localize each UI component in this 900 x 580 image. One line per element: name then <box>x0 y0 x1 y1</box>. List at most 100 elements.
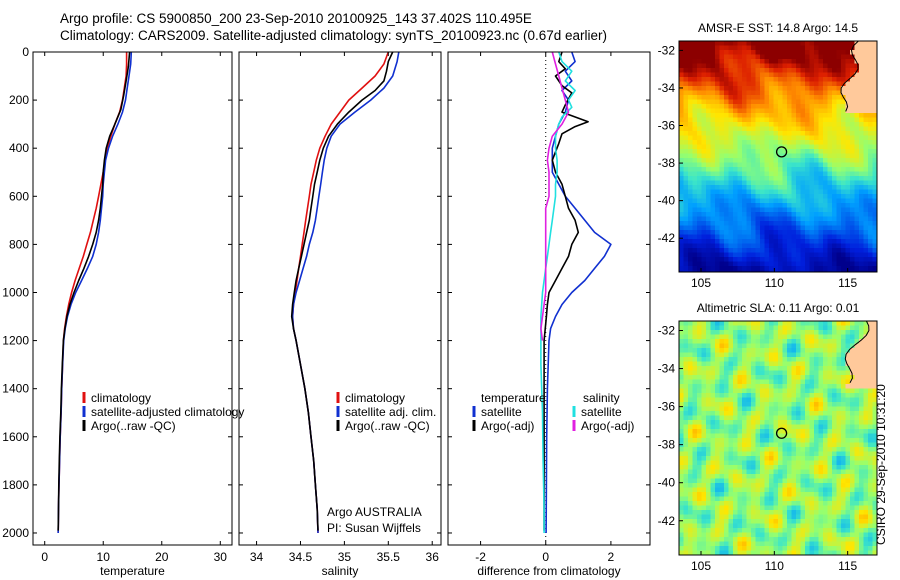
map-cell <box>688 546 693 551</box>
x-axis-label: salinity <box>322 564 359 578</box>
map-cell <box>692 234 698 240</box>
map-cell <box>872 478 877 484</box>
map-cell <box>719 537 725 542</box>
map-cell <box>872 424 877 430</box>
map-cell <box>809 207 815 213</box>
map-cell <box>755 325 761 331</box>
map-cell <box>859 135 864 141</box>
map-cell <box>778 131 783 136</box>
map-cell <box>841 234 846 240</box>
map-cell <box>760 225 765 231</box>
map-cell <box>778 424 783 430</box>
map-cell <box>692 108 698 114</box>
map-cell <box>706 501 711 506</box>
map-cell <box>823 99 828 105</box>
map-cell <box>859 501 864 506</box>
map-cell <box>863 492 869 497</box>
map-cell <box>692 158 698 163</box>
map-cell <box>868 176 873 181</box>
map-cell <box>701 234 707 240</box>
map-cell <box>863 325 869 331</box>
map-cell <box>836 68 842 73</box>
map-cell <box>863 185 869 190</box>
map-cell <box>782 424 788 430</box>
map-cell <box>832 321 837 326</box>
map-cell <box>778 41 783 46</box>
map-cell <box>805 487 810 493</box>
map-cell <box>818 248 824 253</box>
map-cell <box>697 379 702 385</box>
map-cell <box>841 442 846 448</box>
map-cell <box>863 420 869 425</box>
map-cell <box>688 460 693 466</box>
map-cell <box>796 248 801 253</box>
map-cell <box>706 131 711 136</box>
map-cell <box>746 185 752 190</box>
map-cell <box>787 415 792 421</box>
map-cell <box>715 113 720 118</box>
map-cell <box>859 122 864 127</box>
map-cell <box>800 537 806 542</box>
map-cell <box>832 212 837 217</box>
map-cell <box>688 438 693 443</box>
map-cell <box>773 45 779 51</box>
map-cell <box>715 478 720 484</box>
map-cell <box>710 541 716 547</box>
map-cell <box>737 429 743 434</box>
map-cell <box>845 171 851 177</box>
map-cell <box>701 546 707 551</box>
map-cell <box>715 366 720 371</box>
map-cell <box>814 221 819 226</box>
map-cell <box>832 90 837 96</box>
map-cell <box>805 492 810 497</box>
map-cell <box>823 483 828 488</box>
map-cell <box>733 487 738 493</box>
map-cell <box>827 167 833 172</box>
map-cell <box>818 541 824 547</box>
map-cell <box>841 384 846 389</box>
map-cell <box>854 519 860 524</box>
map-cell <box>706 113 711 118</box>
map-cell <box>823 117 828 123</box>
map-cell <box>719 424 725 430</box>
map-cell <box>773 50 779 55</box>
map-cell <box>751 108 756 114</box>
map-cell <box>782 230 788 235</box>
map-cell <box>818 483 824 488</box>
map-cell <box>683 510 689 515</box>
map-cell <box>715 266 720 271</box>
map-cell <box>701 388 707 394</box>
map-cell <box>764 216 770 222</box>
map-cell <box>800 546 806 551</box>
map-cell <box>850 63 855 69</box>
map-cell <box>823 474 828 479</box>
map-cell <box>710 108 716 114</box>
map-cell <box>683 113 689 118</box>
map-cell <box>805 379 810 385</box>
map-cell <box>706 537 711 542</box>
map-cell <box>791 321 797 326</box>
map-cell <box>836 397 842 403</box>
map-cell <box>715 126 720 132</box>
map-cell <box>872 514 877 520</box>
map-cell <box>755 442 761 448</box>
map-cell <box>836 266 842 271</box>
map-cell <box>764 483 770 488</box>
map-cell <box>823 86 828 91</box>
map-cell <box>868 339 873 344</box>
map-cell <box>688 415 693 421</box>
map-cell <box>760 501 765 506</box>
map-cell <box>872 402 877 407</box>
map-cell <box>872 510 877 515</box>
map-cell <box>845 505 851 511</box>
map-cell <box>823 429 828 434</box>
map-cell <box>823 496 828 502</box>
map-cell <box>800 438 806 443</box>
map-cell <box>814 207 819 213</box>
map-cell <box>715 104 720 109</box>
map-cell <box>724 384 729 389</box>
map-cell <box>715 99 720 105</box>
map-cell <box>782 252 788 258</box>
map-cell <box>769 415 774 421</box>
map-cell <box>769 54 774 60</box>
